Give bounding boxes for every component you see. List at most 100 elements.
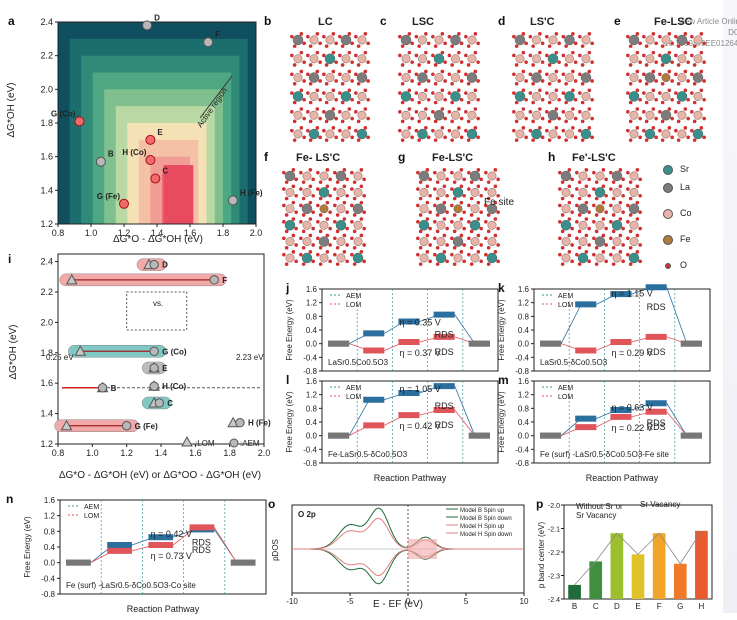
lom-level-connector (454, 409, 476, 436)
oxygen-atom (466, 100, 471, 105)
oxygen-atom (667, 126, 672, 130)
oxygen-atom (658, 53, 662, 58)
oxygen-atom (514, 138, 519, 142)
oxygen-atom (462, 177, 466, 182)
oxygen-atom (352, 245, 357, 250)
oxygen-atom (325, 217, 330, 221)
oxygen-atom (299, 220, 303, 224)
oxygen-atom (414, 91, 419, 95)
atom (451, 54, 460, 64)
y-tick-label: 1.2 (44, 512, 56, 521)
oxygen-atom (359, 200, 364, 205)
oxygen-atom (686, 97, 690, 102)
atom (676, 91, 688, 102)
atom (561, 237, 571, 247)
oxygen-atom (626, 203, 630, 208)
oxygen-atom (547, 138, 552, 142)
oxygen-atom (433, 138, 438, 142)
atom (453, 220, 463, 230)
data-point (227, 195, 238, 206)
oxygen-atom (558, 236, 562, 241)
atom (594, 236, 606, 247)
oxygen-atom (626, 91, 630, 95)
oxygen-atom (626, 53, 630, 58)
oxygen-atom (676, 138, 681, 142)
oxygen-atom (306, 110, 310, 114)
data-point (74, 116, 85, 127)
oxygen-atom (514, 63, 519, 67)
atom (565, 73, 574, 82)
eta-lom-label: η = 0.22 V (611, 423, 652, 433)
oxygen-atom (299, 32, 304, 36)
oxygen-atom (540, 116, 545, 121)
oxygen-atom (426, 79, 431, 83)
x-tick-label: 2.0 (258, 448, 271, 458)
oxygen-atom (651, 107, 656, 111)
panel-letter-k: k (498, 281, 505, 295)
oxygen-atom (400, 63, 405, 67)
data-point (95, 156, 106, 167)
oxygen-atom (654, 41, 658, 46)
oxygen-atom (445, 259, 449, 264)
oxygen-atom (564, 63, 568, 67)
atom (436, 171, 446, 181)
atom (340, 91, 352, 102)
composition-label: Fe (surf) -LaSr0.5-δCo0.5O3-Fe site (540, 450, 669, 459)
oxygen-atom (538, 107, 542, 111)
atom (284, 220, 296, 231)
x-tick-label: 1.6 (189, 448, 202, 458)
eta-aem-label: η = 1.15 V (611, 288, 652, 298)
atom (467, 92, 477, 101)
oxygen-atom (331, 32, 336, 36)
oxygen-atom (418, 180, 423, 184)
oxygen-atom (308, 138, 313, 142)
oxygen-atom (587, 126, 592, 130)
oxygen-atom (521, 69, 526, 74)
atom (453, 253, 463, 263)
oxygen-atom (547, 81, 552, 86)
atom (435, 203, 447, 214)
oxygen-atom (473, 50, 478, 55)
x-tick-label: 0 (406, 597, 411, 606)
y-tick-label: 1.6 (40, 152, 53, 162)
oxygen-atom (356, 44, 361, 48)
oxygen-atom (322, 53, 326, 58)
oxygen-atom (457, 50, 461, 55)
y-tick-label: 1.8 (40, 348, 53, 358)
oxygen-atom (545, 91, 549, 95)
oxygen-atom (459, 116, 464, 121)
oxygen-atom (476, 135, 480, 140)
oxygen-atom (496, 226, 500, 231)
bar (568, 584, 581, 599)
oxygen-atom (433, 119, 438, 124)
oxygen-atom (538, 69, 542, 74)
atom (451, 110, 460, 120)
oxygen-atom (294, 210, 298, 214)
oxygen-atom (667, 107, 672, 111)
oxygen-atom (571, 88, 575, 93)
atom (309, 35, 319, 45)
oxygen-atom (699, 88, 704, 93)
atom (565, 110, 574, 120)
oxygen-atom (577, 229, 582, 234)
oxygen-atom (479, 210, 483, 214)
oxygen-atom (324, 119, 329, 124)
atom (661, 92, 671, 101)
oxygen-atom (350, 236, 354, 241)
y-tick-label: 1.8 (40, 118, 53, 128)
point-label: F (215, 30, 220, 39)
oxygen-atom (484, 203, 488, 208)
view-article-link[interactable]: View Article Online (677, 17, 737, 26)
oxygen-atom (554, 126, 559, 130)
oxygen-atom (426, 60, 431, 64)
oxygen-atom (359, 184, 364, 189)
legend-o-dot (665, 263, 671, 269)
x-tick-label: -5 (346, 597, 354, 606)
oxygen-atom (338, 72, 342, 77)
atom (357, 54, 367, 64)
lom-level-connector (666, 411, 688, 436)
atom (661, 35, 671, 45)
oxygen-atom (459, 79, 464, 83)
oxygen-atom (592, 236, 596, 241)
oxygen-atom (578, 128, 582, 133)
